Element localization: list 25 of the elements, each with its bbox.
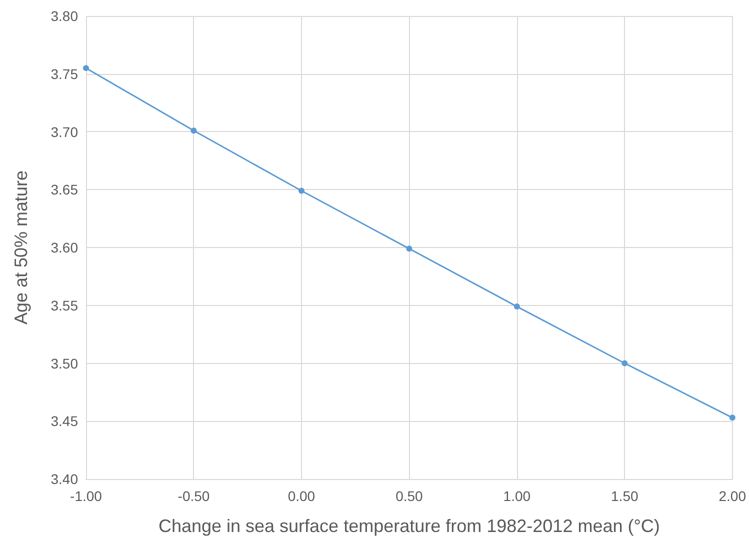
y-tick-label: 3.55 xyxy=(50,297,78,314)
y-tick-label: 3.75 xyxy=(50,66,78,82)
x-tick-label: 1.50 xyxy=(611,488,638,504)
point xyxy=(729,414,736,421)
y-tick-label: 3.40 xyxy=(50,471,78,487)
y-tick-label: 3.70 xyxy=(50,124,78,140)
x-tick-label: -0.50 xyxy=(178,488,210,504)
y-tick-label: 3.45 xyxy=(50,413,78,430)
x-tick-label: -1.00 xyxy=(70,488,102,504)
x-tick-label: 0.00 xyxy=(288,488,316,504)
x-axis-title: Change in sea surface temperature from 1982-2012 mean (°C) xyxy=(158,516,660,536)
point xyxy=(622,360,628,366)
point xyxy=(406,246,412,252)
y-tick-label: 3.50 xyxy=(50,355,78,372)
point xyxy=(83,65,89,72)
point xyxy=(514,304,520,310)
x-tick-label: 0.50 xyxy=(396,488,424,504)
x-tick-label: 1.00 xyxy=(503,488,531,504)
point xyxy=(298,188,304,194)
point xyxy=(190,128,197,134)
y-axis-title: Age at 50% mature xyxy=(11,170,31,325)
y-tick-label: 3.80 xyxy=(50,8,78,24)
y-tick-label: 3.60 xyxy=(50,240,78,256)
x-tick-label: 2.00 xyxy=(718,488,746,504)
y-tick-label: 3.65 xyxy=(50,182,78,198)
